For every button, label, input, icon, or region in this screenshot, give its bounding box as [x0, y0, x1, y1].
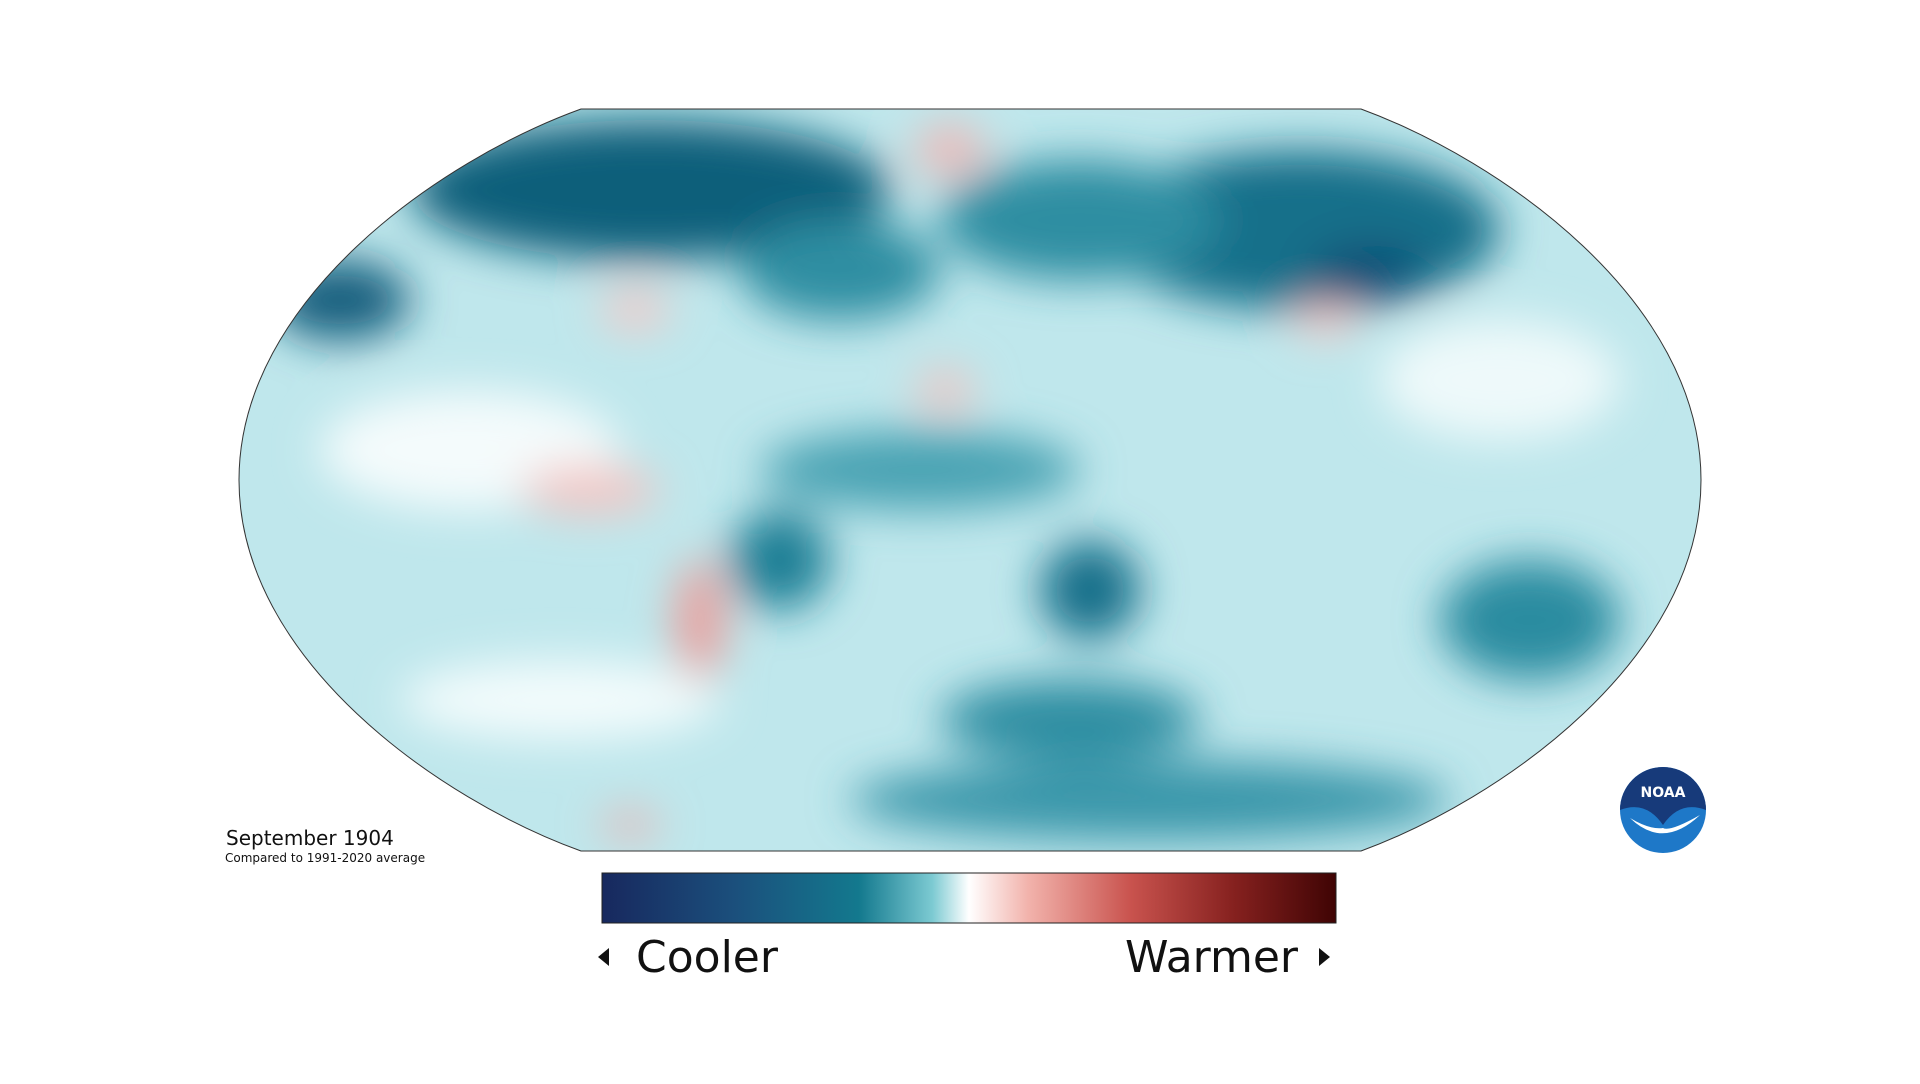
- color-bar: [601, 872, 1337, 924]
- logo-text: NOAA: [1641, 785, 1686, 801]
- map-subtitle: Compared to 1991-2020 average: [225, 851, 425, 865]
- legend-low-label: Cooler: [636, 932, 779, 983]
- left-arrow: [598, 948, 609, 966]
- map-outline: [238, 108, 1702, 852]
- anomaly-field: [239, 109, 1701, 851]
- noaa-logo: NOAA: [1620, 767, 1706, 853]
- map-title: September 1904: [226, 826, 394, 850]
- right-arrow: [1319, 948, 1330, 966]
- legend-high-label: Warmer: [1125, 932, 1299, 983]
